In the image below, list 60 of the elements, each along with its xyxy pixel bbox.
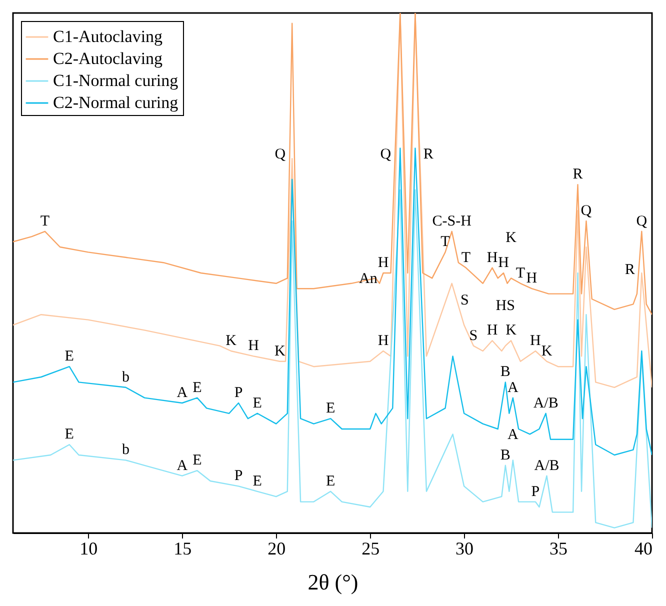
annotation: b bbox=[122, 369, 130, 386]
x-tick-label: 15 bbox=[174, 538, 192, 558]
x-tick-label: 20 bbox=[268, 538, 286, 558]
annotation: K bbox=[506, 322, 517, 339]
x-tick-label: 25 bbox=[362, 538, 380, 558]
annotation: H bbox=[248, 338, 260, 354]
annotation: E bbox=[252, 473, 262, 490]
x-axis-title: 2θ (°) bbox=[308, 570, 358, 594]
annotation: E bbox=[64, 426, 74, 443]
annotation: E bbox=[326, 400, 336, 417]
annotation: T bbox=[40, 213, 50, 230]
annotation: H bbox=[378, 333, 389, 349]
annotation: E bbox=[64, 348, 74, 365]
legend-label: C1-Autoclaving bbox=[53, 27, 164, 46]
legend-label: C2-Normal curing bbox=[53, 93, 179, 112]
x-tick-label: 30 bbox=[456, 538, 474, 558]
annotation: E bbox=[326, 473, 336, 490]
annotation: S bbox=[460, 292, 469, 309]
x-tick-label: 40 bbox=[634, 538, 652, 558]
annotation: K bbox=[541, 343, 552, 360]
annotation: E bbox=[192, 452, 202, 469]
annotation: A bbox=[176, 385, 188, 401]
annotation: R bbox=[423, 146, 434, 162]
annotation: C-S-H bbox=[432, 213, 472, 230]
annotation: A bbox=[176, 458, 188, 474]
annotation: Q bbox=[380, 146, 392, 162]
annotation: R bbox=[624, 262, 635, 278]
annotation: b bbox=[122, 442, 130, 458]
annotation: T bbox=[461, 250, 471, 266]
annotation: R bbox=[572, 166, 583, 183]
legend-label: C1-Normal curing bbox=[53, 71, 179, 90]
annotation: B bbox=[500, 447, 510, 464]
legend-label: C2-Autoclaving bbox=[53, 49, 164, 68]
annotation: H bbox=[498, 255, 510, 271]
annotation: K bbox=[274, 343, 286, 360]
annotation: A/B bbox=[534, 458, 560, 474]
annotation: B bbox=[500, 364, 510, 380]
annotation: Q bbox=[274, 146, 286, 162]
annotation: A/B bbox=[533, 395, 558, 412]
annotation: H bbox=[530, 333, 542, 349]
annotation: A bbox=[508, 380, 518, 396]
annotation: P bbox=[234, 468, 243, 484]
annotation: S bbox=[469, 328, 478, 344]
annotation: P bbox=[234, 385, 243, 401]
annotation: Q bbox=[580, 203, 592, 219]
annotation: P bbox=[531, 484, 540, 500]
annotation: H bbox=[526, 270, 538, 287]
annotation: H bbox=[486, 250, 498, 266]
annotation: K bbox=[506, 230, 517, 246]
annotation: K bbox=[226, 333, 237, 349]
x-tick-label: 10 bbox=[80, 538, 98, 558]
annotation: T bbox=[516, 265, 526, 282]
annotation: HS bbox=[496, 298, 515, 314]
annotation: A bbox=[508, 427, 518, 444]
annotation: H bbox=[486, 322, 498, 339]
annotation: H bbox=[378, 255, 389, 271]
annotation: E bbox=[252, 395, 262, 412]
x-tick-label: 35 bbox=[550, 538, 568, 558]
annotation: E bbox=[192, 380, 202, 396]
annotation: Q bbox=[636, 213, 648, 230]
